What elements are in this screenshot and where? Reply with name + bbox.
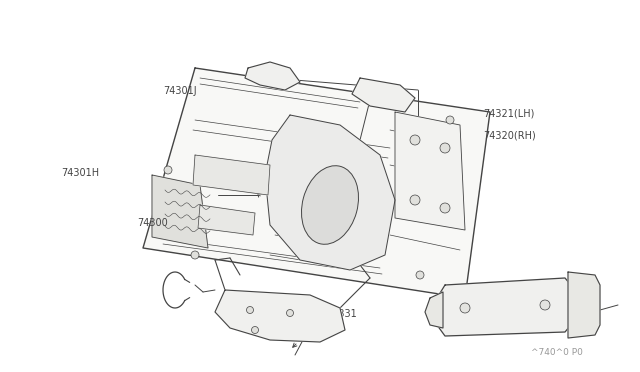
Text: 74301J: 74301J (163, 86, 197, 96)
Circle shape (191, 251, 199, 259)
Polygon shape (395, 112, 465, 230)
Circle shape (164, 166, 172, 174)
Polygon shape (352, 78, 415, 112)
Circle shape (252, 327, 259, 334)
Text: 74301H: 74301H (61, 168, 99, 178)
Circle shape (540, 300, 550, 310)
Polygon shape (143, 68, 490, 298)
Text: 74321(LH): 74321(LH) (483, 109, 534, 118)
Text: ^740^0 P0: ^740^0 P0 (531, 348, 583, 357)
Text: 74320(RH): 74320(RH) (483, 131, 536, 141)
Circle shape (410, 135, 420, 145)
Text: 74331: 74331 (326, 310, 357, 319)
Circle shape (440, 143, 450, 153)
Circle shape (287, 310, 294, 317)
Text: 74300: 74300 (138, 218, 168, 228)
Polygon shape (198, 205, 255, 235)
Polygon shape (437, 278, 575, 336)
Polygon shape (568, 272, 600, 338)
Polygon shape (425, 292, 443, 328)
Polygon shape (193, 155, 270, 195)
Circle shape (416, 271, 424, 279)
Circle shape (440, 203, 450, 213)
Circle shape (460, 303, 470, 313)
Circle shape (246, 307, 253, 314)
Polygon shape (245, 62, 300, 90)
Polygon shape (152, 175, 208, 248)
Polygon shape (265, 115, 395, 270)
Text: 74330: 74330 (253, 317, 284, 327)
Circle shape (410, 195, 420, 205)
Circle shape (446, 116, 454, 124)
Ellipse shape (301, 166, 358, 244)
Polygon shape (215, 290, 345, 342)
